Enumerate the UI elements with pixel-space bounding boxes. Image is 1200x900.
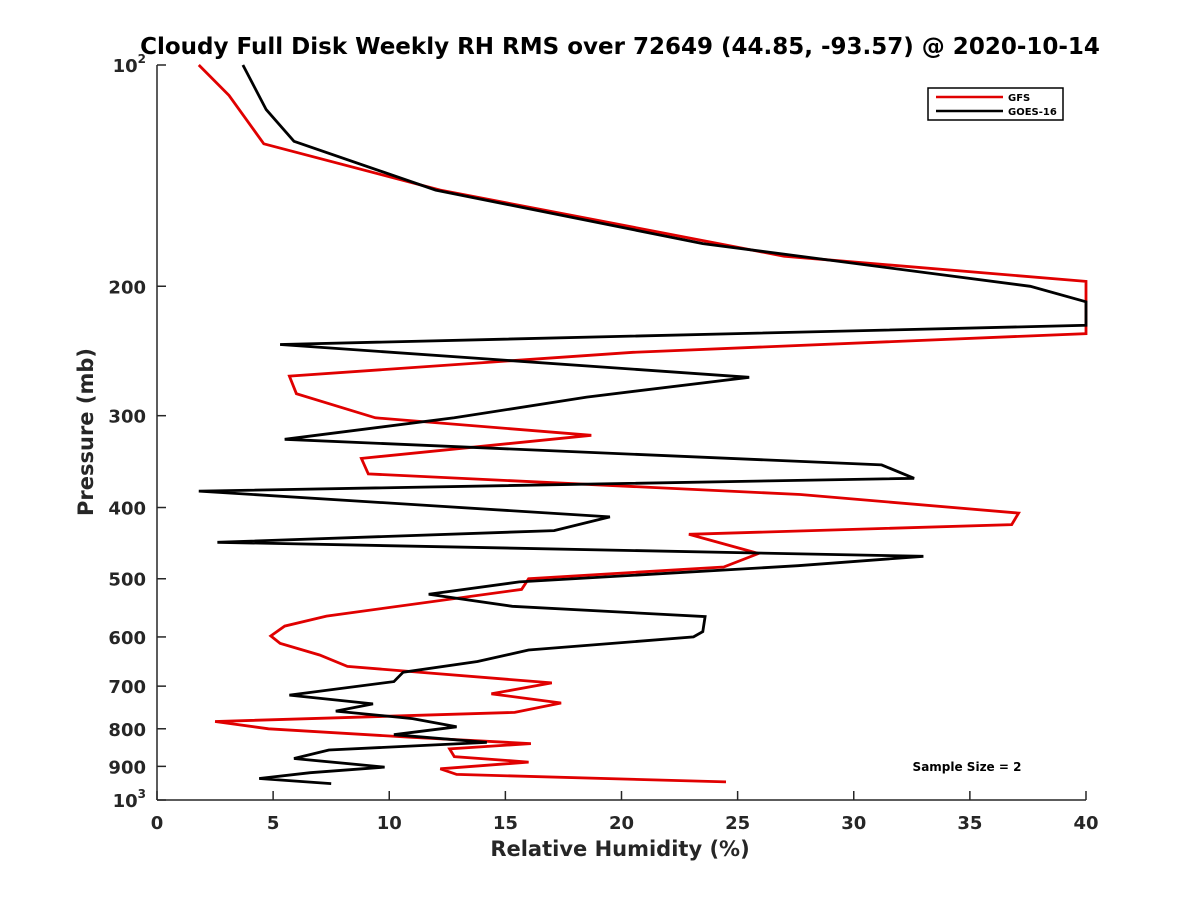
y-axis-label: Pressure (mb) xyxy=(74,348,98,516)
x-tick-label: 5 xyxy=(267,813,280,834)
plot-background xyxy=(157,65,1086,800)
legend-label-gfs: GFS xyxy=(1008,93,1030,104)
y-tick-label: 700 xyxy=(108,677,146,698)
x-tick-label: 30 xyxy=(841,813,866,834)
y-tick-label: 300 xyxy=(108,407,146,428)
legend: GFS GOES-16 xyxy=(927,87,1064,121)
y-tick-label: 900 xyxy=(108,757,146,778)
y-tick-label: 400 xyxy=(108,499,146,520)
y-axis-ticks: 102 200 300 400 500 600 700 800 900 103 xyxy=(108,52,166,812)
chart-title: Cloudy Full Disk Weekly RH RMS over 7264… xyxy=(140,34,1100,60)
x-tick-label: 0 xyxy=(151,813,164,834)
plot-area xyxy=(157,65,1086,800)
legend-label-goes16: GOES-16 xyxy=(1008,107,1057,118)
x-tick-label: 25 xyxy=(725,813,750,834)
series-layer xyxy=(197,64,1088,785)
sample-size-annotation: Sample Size = 2 xyxy=(913,760,1022,774)
series-line-goes16 xyxy=(198,64,1088,785)
x-tick-label: 40 xyxy=(1073,813,1098,834)
y-tick-label: 200 xyxy=(108,277,146,298)
y-tick-label: 102 xyxy=(113,52,146,77)
x-axis-label: Relative Humidity (%) xyxy=(490,837,749,861)
x-axis-ticks: 0 5 10 15 20 25 30 35 40 xyxy=(151,791,1099,834)
y-tick-label: 500 xyxy=(108,570,146,591)
x-tick-label: 15 xyxy=(493,813,518,834)
x-tick-label: 20 xyxy=(609,813,634,834)
x-tick-label: 10 xyxy=(377,813,402,834)
x-tick-label: 35 xyxy=(957,813,982,834)
y-tick-label: 600 xyxy=(108,628,146,649)
y-tick-label: 800 xyxy=(108,720,146,741)
legend-box xyxy=(927,87,1064,121)
y-tick-label: 103 xyxy=(113,787,146,812)
